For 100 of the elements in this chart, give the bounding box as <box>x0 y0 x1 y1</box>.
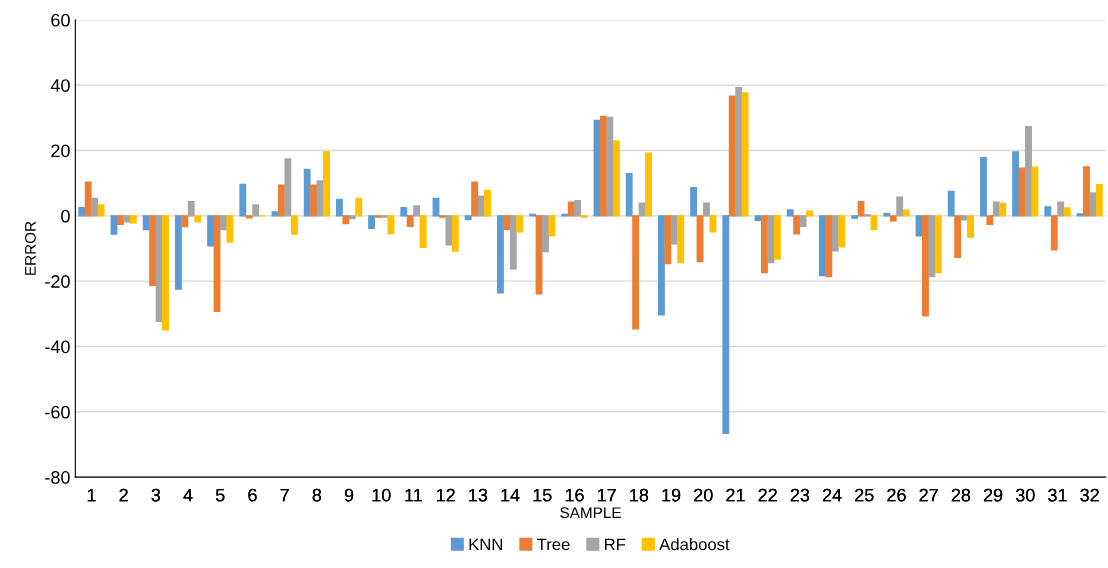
legend-label: RF <box>605 538 626 551</box>
x-tick-label: 5 <box>215 488 225 502</box>
bar <box>934 215 942 274</box>
x-tick-label: 23 <box>790 488 810 502</box>
bar <box>496 215 504 294</box>
bar <box>1063 207 1071 217</box>
bar <box>1089 192 1097 217</box>
bar <box>464 215 472 221</box>
y-tick-label: 40 <box>50 79 70 92</box>
bar <box>709 215 717 233</box>
legend-label: KNN <box>469 538 502 551</box>
bar <box>664 215 672 265</box>
bar <box>632 215 640 330</box>
bar <box>284 158 292 217</box>
bar <box>574 200 582 217</box>
bar <box>1025 125 1032 217</box>
bar <box>509 215 517 270</box>
bar <box>91 197 99 217</box>
bar <box>690 187 698 217</box>
x-tick-label: 17 <box>598 488 616 502</box>
bar <box>1012 151 1020 217</box>
bar <box>310 184 318 217</box>
bar <box>638 202 646 217</box>
bar <box>355 197 363 217</box>
bar <box>922 215 929 317</box>
bar <box>889 215 897 222</box>
x-tick-label: 18 <box>630 488 649 502</box>
bar <box>271 211 279 217</box>
bar <box>129 215 137 224</box>
bar <box>471 181 479 217</box>
x-tick-label: 1 <box>87 488 96 502</box>
y-tick-label: -60 <box>45 405 70 419</box>
bar <box>806 210 813 217</box>
bar <box>78 206 86 217</box>
bar <box>741 92 749 217</box>
x-tick-label: 29 <box>983 488 1003 502</box>
x-tick-label: 32 <box>1080 488 1099 502</box>
bar <box>767 215 775 264</box>
bar <box>567 201 575 217</box>
bar <box>84 181 92 217</box>
bar <box>451 215 459 252</box>
bar <box>194 215 202 223</box>
bar <box>239 183 247 217</box>
x-tick-label: 31 <box>1048 488 1067 502</box>
y-tick-label: -20 <box>45 275 70 288</box>
bar <box>947 190 955 217</box>
bar <box>670 215 678 245</box>
x-tick-label: 2 <box>119 488 128 502</box>
bar <box>181 215 189 228</box>
bar <box>110 215 118 235</box>
bar <box>97 204 105 217</box>
bar <box>657 215 665 316</box>
bar <box>548 215 556 237</box>
bar <box>445 215 453 246</box>
bar <box>793 215 801 235</box>
bar <box>368 215 376 229</box>
bar <box>677 215 685 264</box>
bar <box>303 168 311 217</box>
bar <box>722 215 730 435</box>
bar <box>851 215 859 219</box>
legend-label: Tree <box>537 538 570 551</box>
bar <box>387 215 395 235</box>
bar <box>954 215 962 259</box>
y-axis-title: ERROR <box>25 221 36 275</box>
bar <box>207 215 215 247</box>
bar <box>999 202 1007 217</box>
bar <box>316 180 324 217</box>
bar <box>542 215 549 253</box>
x-tick-label: 25 <box>855 488 874 502</box>
x-tick-label: 26 <box>887 488 906 502</box>
x-tick-label: 8 <box>312 488 322 502</box>
bar <box>419 215 427 248</box>
bar <box>1044 206 1052 217</box>
bar <box>786 209 794 217</box>
x-tick-label: 20 <box>694 488 713 502</box>
bar <box>902 209 910 217</box>
bar <box>277 184 285 217</box>
bar <box>484 189 491 217</box>
bar <box>290 215 298 235</box>
bar <box>1095 184 1103 217</box>
x-tick-label: 19 <box>662 488 681 502</box>
bar <box>413 205 421 217</box>
bar <box>625 173 633 217</box>
x-tick-label: 27 <box>919 488 938 502</box>
bar <box>226 215 234 243</box>
bar <box>754 215 762 222</box>
y-tick-label: -40 <box>45 340 70 354</box>
bar <box>503 215 511 230</box>
bar <box>967 215 974 238</box>
bar <box>187 201 195 217</box>
x-tick-label: 22 <box>758 488 777 502</box>
bar <box>162 215 169 331</box>
bar <box>799 215 807 227</box>
bar <box>896 196 904 217</box>
bar <box>149 215 157 287</box>
bar <box>123 215 131 223</box>
bar <box>400 206 408 217</box>
bar <box>1018 167 1026 217</box>
x-tick-label: 24 <box>822 488 842 502</box>
bar <box>516 215 524 233</box>
